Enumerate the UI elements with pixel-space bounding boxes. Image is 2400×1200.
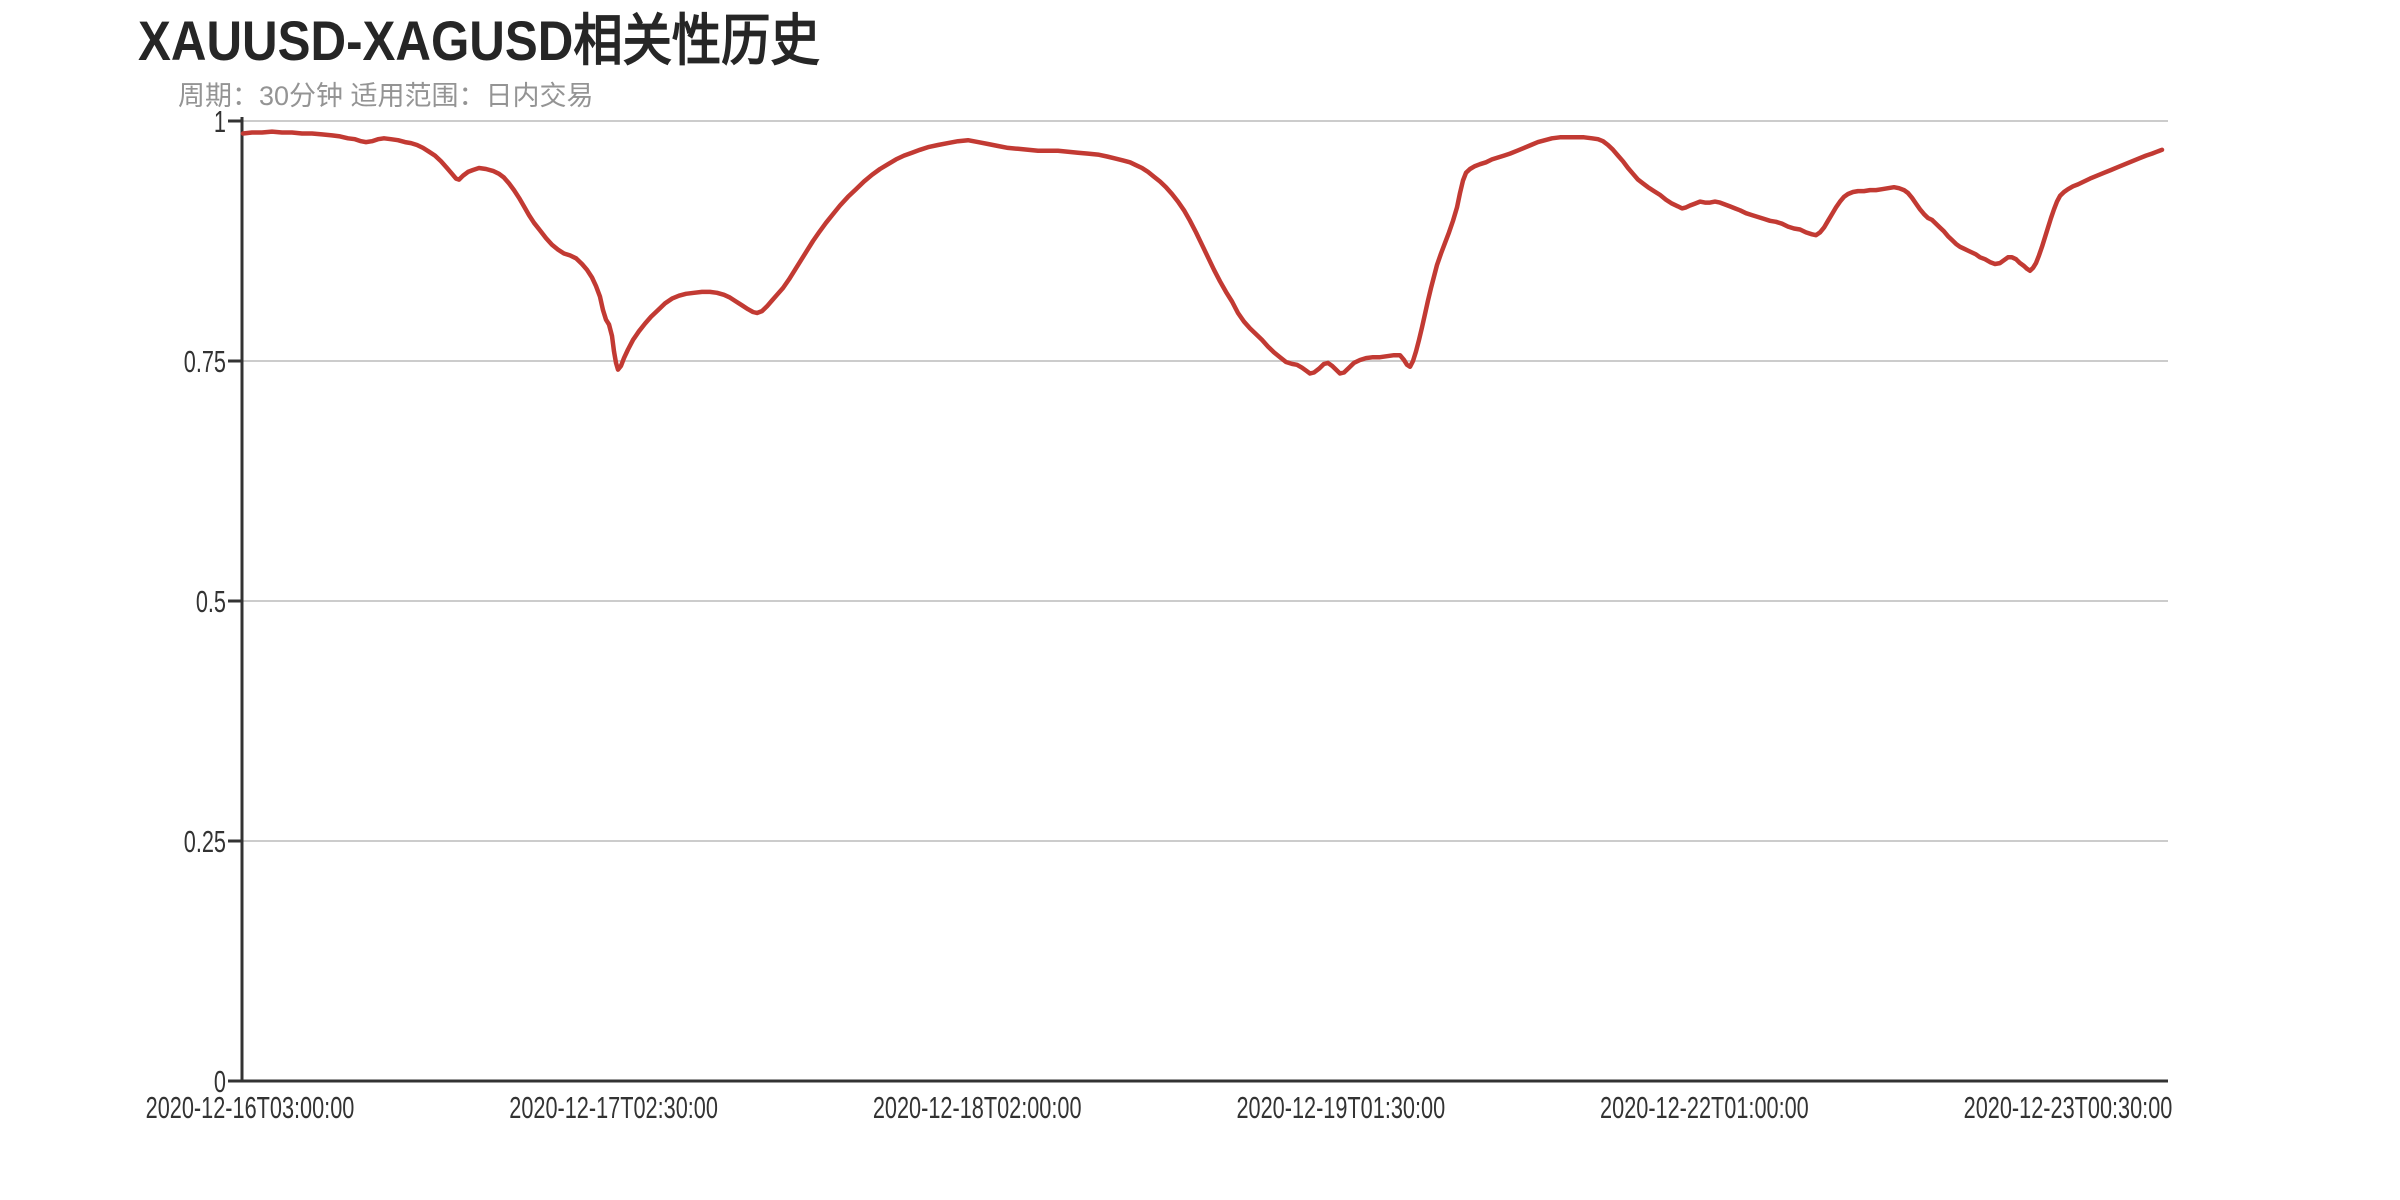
chart-subtitle: 周期：30分钟 适用范围：日内交易 [178, 81, 594, 111]
svg-text:0.75: 0.75 [184, 344, 226, 379]
svg-text:2020-12-23T00:30:00: 2020-12-23T00:30:00 [1964, 1090, 2173, 1125]
svg-text:2020-12-17T02:30:00: 2020-12-17T02:30:00 [509, 1090, 718, 1125]
axis-tick-labels: 0 0.25 0.5 0.75 1 2020-12-16T03:00:00 2020-12-… [146, 104, 2173, 1125]
svg-text:2020-12-19T01:30:00: 2020-12-19T01:30:00 [1236, 1090, 1445, 1125]
axes [228, 117, 2168, 1083]
gridlines [242, 120, 2168, 842]
svg-text:2020-12-22T01:00:00: 2020-12-22T01:00:00 [1600, 1090, 1809, 1125]
svg-text:2020-12-18T02:00:00: 2020-12-18T02:00:00 [873, 1090, 1082, 1125]
svg-text:0.5: 0.5 [196, 584, 226, 619]
svg-text:0.25: 0.25 [184, 824, 226, 859]
correlation-line-series [240, 129, 2165, 376]
svg-text:1: 1 [214, 104, 226, 139]
svg-text:0: 0 [214, 1064, 226, 1099]
svg-text:2020-12-16T03:00:00: 2020-12-16T03:00:00 [146, 1090, 355, 1125]
chart-title: XAUUSD-XAGUSD相关性历史 [138, 9, 820, 72]
